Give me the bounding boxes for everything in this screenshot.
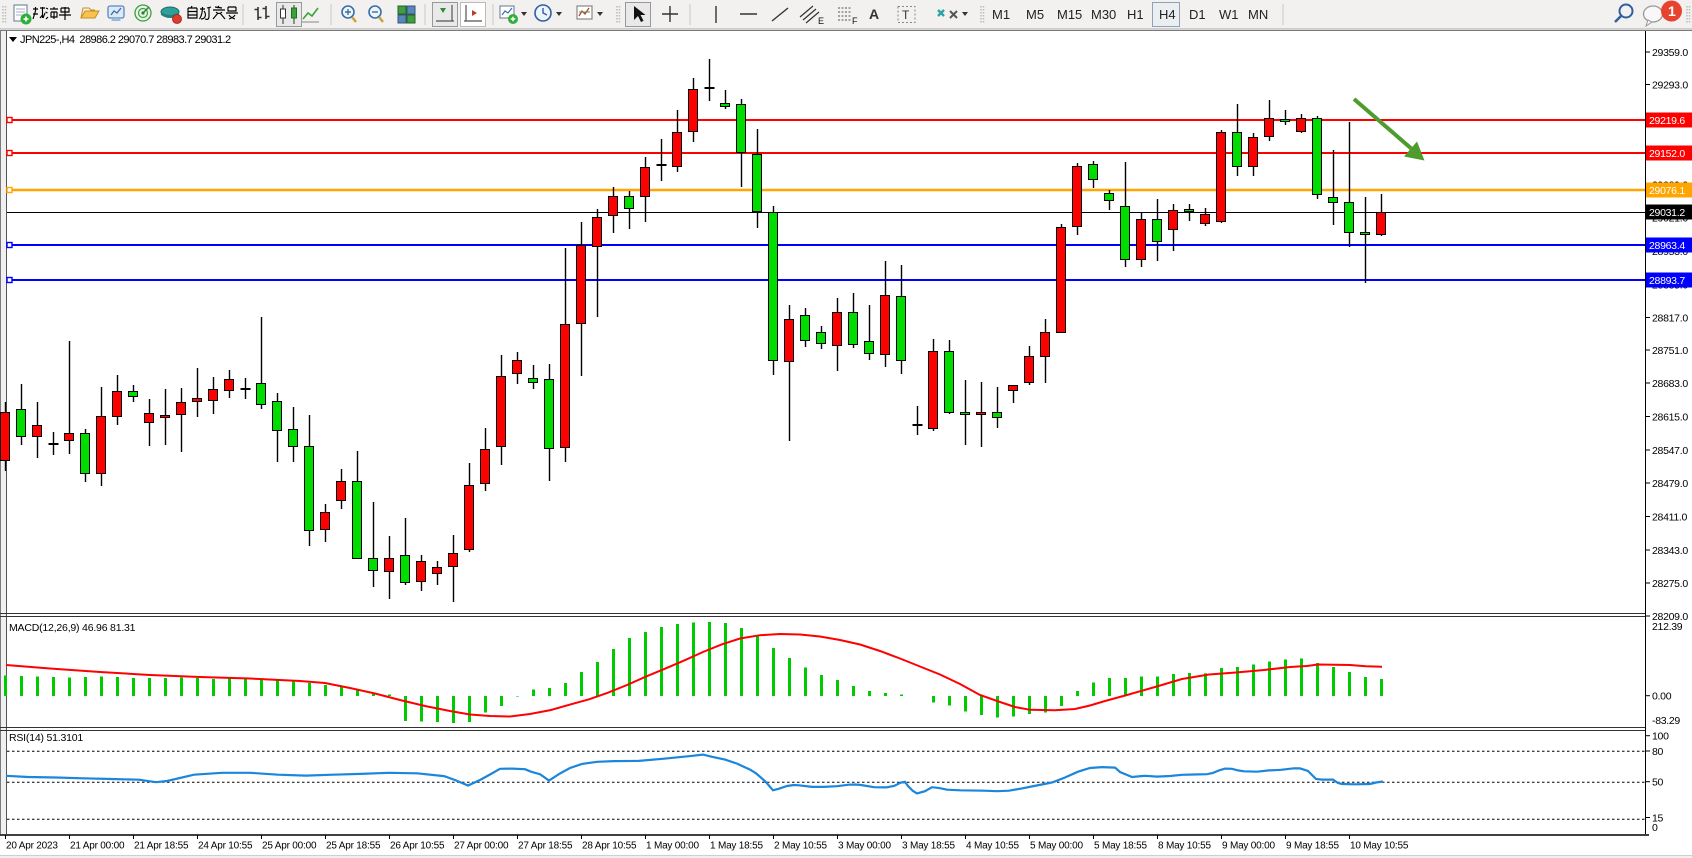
svg-text:21 Apr 00:00: 21 Apr 00:00 [70,841,125,852]
svg-text:80: 80 [1652,746,1664,758]
svg-text:3 May 00:00: 3 May 00:00 [838,841,891,852]
svg-text:24 Apr 10:55: 24 Apr 10:55 [198,841,253,852]
svg-text:5 May 00:00: 5 May 00:00 [1030,841,1083,852]
svg-text:28547.0: 28547.0 [1652,445,1688,457]
svg-text:JPN225-,H4 28986.2 29070.7 28: JPN225-,H4 28986.2 29070.7 28983.7 29031… [20,34,231,46]
svg-text:T: T [902,8,910,22]
svg-text:M15: M15 [1057,7,1082,22]
svg-text:20 Apr 2023: 20 Apr 2023 [6,841,58,852]
svg-text:28615.0: 28615.0 [1652,412,1688,424]
svg-text:MACD(12,26,9) 46.96 81.31: MACD(12,26,9) 46.96 81.31 [9,622,136,634]
svg-text:25 Apr 00:00: 25 Apr 00:00 [262,841,317,852]
svg-text:10 May 10:55: 10 May 10:55 [1350,841,1409,852]
svg-text:-83.29: -83.29 [1652,715,1680,727]
svg-text:29359.0: 29359.0 [1652,47,1688,59]
svg-text:W1: W1 [1219,7,1239,22]
svg-text:28 Apr 10:55: 28 Apr 10:55 [582,841,637,852]
svg-text:50: 50 [1652,777,1664,789]
svg-text:E: E [818,16,824,26]
svg-text:9 May 18:55: 9 May 18:55 [1286,841,1339,852]
svg-text:29219.6: 29219.6 [1649,115,1685,127]
svg-text:M30: M30 [1091,7,1116,22]
svg-text:0: 0 [1652,822,1658,834]
svg-text:M1: M1 [992,7,1010,22]
svg-text:28479.0: 28479.0 [1652,478,1688,490]
svg-text:29152.0: 29152.0 [1649,148,1685,160]
svg-text:D1: D1 [1189,7,1206,22]
svg-text:8 May 10:55: 8 May 10:55 [1158,841,1211,852]
svg-text:29076.1: 29076.1 [1649,185,1685,197]
svg-text:29293.0: 29293.0 [1652,80,1688,92]
svg-text:25 Apr 18:55: 25 Apr 18:55 [326,841,381,852]
svg-text:28343.0: 28343.0 [1652,545,1688,557]
svg-text:28893.7: 28893.7 [1649,275,1685,287]
svg-text:M5: M5 [1026,7,1044,22]
svg-text:5 May 18:55: 5 May 18:55 [1094,841,1147,852]
svg-text:28411.0: 28411.0 [1652,512,1688,524]
svg-text:RSI(14) 51.3101: RSI(14) 51.3101 [9,732,83,744]
svg-text:3 May 18:55: 3 May 18:55 [902,841,955,852]
svg-text:A: A [869,6,879,22]
svg-text:29031.2: 29031.2 [1649,207,1685,219]
svg-text:H1: H1 [1127,7,1144,22]
svg-text:2 May 10:55: 2 May 10:55 [774,841,827,852]
svg-text:100: 100 [1652,731,1669,743]
svg-text:H4: H4 [1159,7,1176,22]
svg-text:27 Apr 18:55: 27 Apr 18:55 [518,841,573,852]
svg-text:27 Apr 00:00: 27 Apr 00:00 [454,841,509,852]
svg-text:1: 1 [1668,3,1676,19]
svg-text:21 Apr 18:55: 21 Apr 18:55 [134,841,189,852]
svg-text:9 May 00:00: 9 May 00:00 [1222,841,1275,852]
svg-text:F: F [852,16,858,26]
svg-text:28751.0: 28751.0 [1652,345,1688,357]
svg-text:26 Apr 10:55: 26 Apr 10:55 [390,841,445,852]
svg-text:28683.0: 28683.0 [1652,378,1688,390]
svg-text:1 May 18:55: 1 May 18:55 [710,841,763,852]
svg-text:28275.0: 28275.0 [1652,578,1688,590]
svg-text:MN: MN [1248,7,1268,22]
svg-text:28817.0: 28817.0 [1652,313,1688,325]
svg-text:1 May 00:00: 1 May 00:00 [646,841,699,852]
svg-text:15: 15 [1652,813,1664,825]
svg-text:28209.0: 28209.0 [1652,611,1688,623]
svg-text:212.39: 212.39 [1652,621,1683,633]
svg-text:4 May 10:55: 4 May 10:55 [966,841,1019,852]
svg-text:28963.4: 28963.4 [1649,240,1685,252]
svg-text:0.00: 0.00 [1652,691,1672,703]
